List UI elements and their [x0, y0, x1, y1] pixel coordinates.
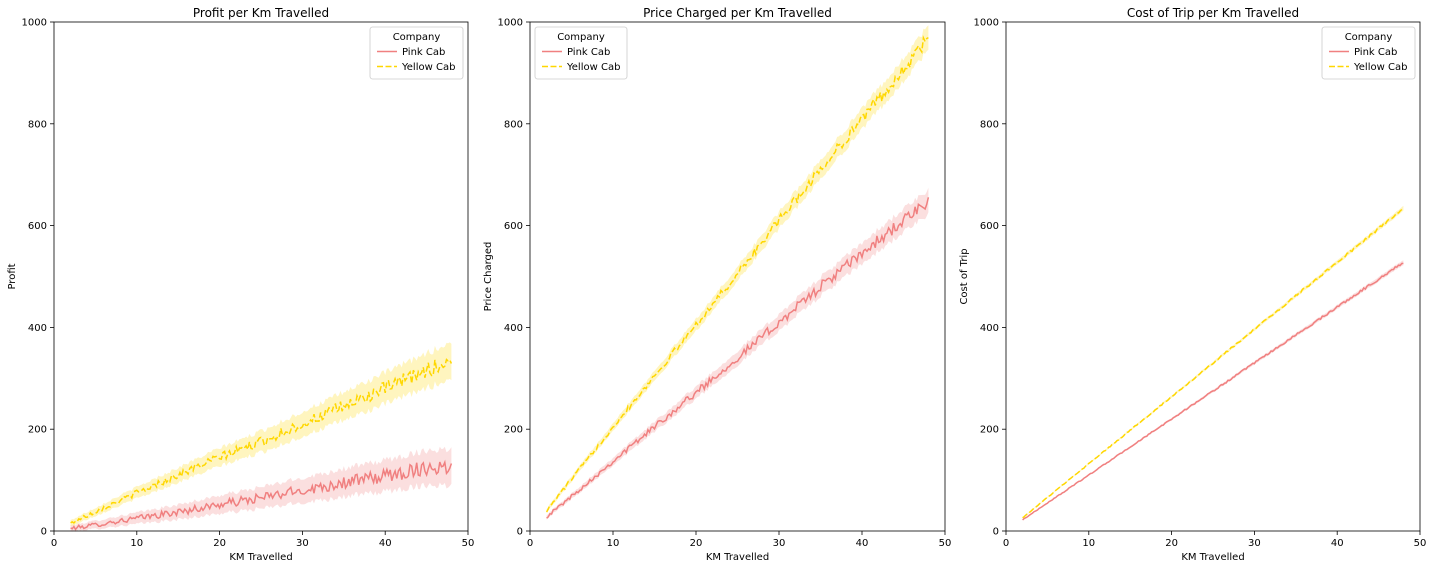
x-axis-label: KM Travelled [1181, 552, 1244, 563]
y-tick-label: 1000 [22, 18, 47, 29]
x-tick-label: 0 [51, 538, 57, 549]
legend-label: Pink Cab [1354, 47, 1397, 58]
legend-box [369, 26, 464, 80]
confidence-band-yellow-cab [546, 25, 929, 514]
legend-label: Yellow Cab [401, 62, 455, 73]
y-tick-label: 800 [28, 119, 47, 130]
y-tick-label: 400 [28, 323, 47, 334]
y-tick-label: 0 [517, 527, 523, 538]
x-axis-label: KM Travelled [229, 552, 292, 563]
y-tick-label: 200 [504, 425, 523, 436]
axes-frame [529, 21, 946, 532]
x-tick-label: 50 [462, 538, 475, 549]
legend-title: Company [557, 32, 605, 43]
chart-title: Profit per Km Travelled [193, 6, 329, 20]
x-tick-label: 40 [1331, 538, 1344, 549]
y-tick-label: 200 [28, 425, 47, 436]
y-tick-label: 200 [980, 425, 999, 436]
legend: Company Pink Cab Yellow Cab [1321, 26, 1416, 80]
legend-label: Pink Cab [402, 47, 445, 58]
chart-panel-1: 0 10 20 30 40 50 0 200 400 600 800 1000 Profit per K… [7, 6, 474, 563]
series-line-pink-cab [1022, 262, 1404, 521]
legend-box [534, 26, 628, 80]
x-tick-label: 30 [296, 538, 309, 549]
y-tick-label: 600 [504, 221, 523, 232]
chart-panel-3: 0 10 20 30 40 50 0 200 400 600 800 1000 Cost of Trip… [959, 6, 1426, 563]
x-tick-label: 30 [1248, 538, 1261, 549]
y-axis-label: Price Charged [483, 242, 494, 312]
y-tick-label: 1000 [498, 18, 523, 29]
chart-title: Cost of Trip per Km Travelled [1127, 6, 1299, 20]
legend-label: Pink Cab [567, 47, 610, 58]
y-tick-label: 600 [28, 221, 47, 232]
y-tick-label: 800 [504, 119, 523, 130]
chart-panel-2: 0 10 20 30 40 50 0 200 400 600 800 1000 Price Charge… [483, 6, 951, 563]
y-axis-label: Cost of Trip [959, 248, 970, 304]
x-axis-label: KM Travelled [706, 552, 769, 563]
x-tick-label: 40 [379, 538, 392, 549]
legend: Company Pink Cab Yellow Cab [369, 26, 464, 80]
x-tick-label: 10 [130, 538, 143, 549]
x-tick-label: 30 [773, 538, 786, 549]
y-tick-label: 400 [504, 323, 523, 334]
y-tick-label: 600 [980, 221, 999, 232]
y-tick-label: 800 [980, 119, 999, 130]
x-tick-label: 20 [213, 538, 226, 549]
series-line-pink-cab [546, 197, 930, 519]
series-line-yellow-cab [70, 358, 453, 524]
legend: Company Pink Cab Yellow Cab [534, 26, 628, 80]
x-tick-label: 20 [1165, 538, 1178, 549]
series-line-yellow-cab [1022, 207, 1404, 519]
axes-frame [1005, 21, 1421, 532]
legend-title: Company [393, 32, 441, 43]
x-tick-label: 10 [1082, 538, 1095, 549]
legend-title: Company [1345, 32, 1393, 43]
y-tick-label: 400 [980, 323, 999, 334]
x-tick-label: 0 [527, 538, 533, 549]
x-tick-label: 50 [1414, 538, 1427, 549]
legend-label: Yellow Cab [566, 62, 620, 73]
axes-frame [53, 21, 469, 532]
y-tick-label: 0 [993, 527, 999, 538]
chart-title: Price Charged per Km Travelled [643, 6, 832, 20]
y-tick-label: 0 [41, 527, 47, 538]
series-line-pink-cab [70, 459, 453, 531]
series-line-yellow-cab [545, 35, 929, 513]
confidence-band-pink-cab [70, 446, 452, 532]
x-tick-label: 0 [1003, 538, 1009, 549]
x-tick-label: 50 [939, 538, 952, 549]
y-tick-label: 1000 [974, 18, 999, 29]
legend-label: Yellow Cab [1353, 62, 1407, 73]
x-tick-label: 20 [690, 538, 703, 549]
x-tick-label: 10 [607, 538, 620, 549]
confidence-band-pink-cab [546, 187, 929, 520]
y-axis-label: Profit [7, 263, 18, 289]
legend-box [1321, 26, 1416, 80]
x-tick-label: 40 [856, 538, 869, 549]
